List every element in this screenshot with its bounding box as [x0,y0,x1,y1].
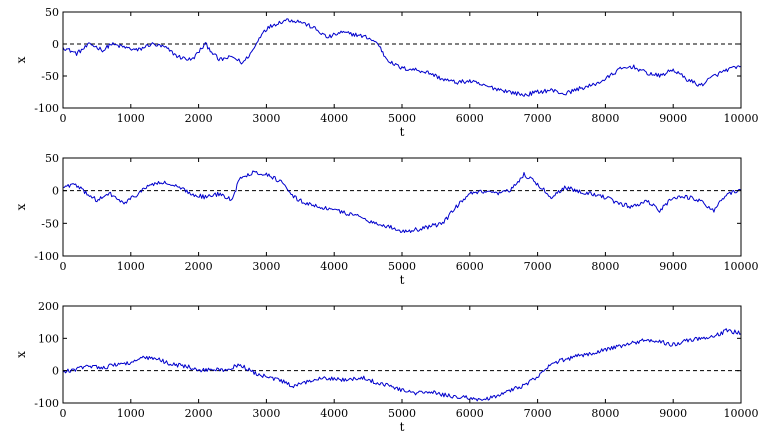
x-tick-label: 7000 [524,407,552,420]
x-tick-label: 6000 [456,112,484,125]
x-tick-label: 4000 [320,112,348,125]
x-tick-label: 7000 [524,260,552,273]
y-tick-label: -100 [34,250,59,263]
x-tick-label: 4000 [320,407,348,420]
x-axis-label: t [400,125,405,139]
x-tick-label: 1000 [117,112,145,125]
x-tick-label: 4000 [320,260,348,273]
y-tick-label: 0 [52,38,59,51]
y-tick-label: 50 [45,6,59,19]
x-tick-label: 3000 [252,112,280,125]
y-tick-label: 50 [45,152,59,165]
x-tick-label: 0 [60,260,67,273]
x-tick-label: 7000 [524,112,552,125]
y-tick-label: 0 [52,365,59,378]
x-tick-label: 9000 [659,260,687,273]
x-tick-label: 5000 [388,407,416,420]
x-tick-label: 9000 [659,112,687,125]
series-line [62,328,742,402]
x-tick-label: 3000 [252,407,280,420]
panel-3: 0 1000 2000 3000 4000 5000 6000 7000 8000 9000 100… [14,300,759,434]
x-tick-label: 5000 [388,260,416,273]
y-axis-label: x [14,351,28,358]
y-tick-label: 200 [38,300,59,313]
x-tick-label: 8000 [591,260,619,273]
x-tick-label: 9000 [659,407,687,420]
x-tick-label: 2000 [185,407,213,420]
x-tick-label: 10000 [724,112,759,125]
panel-1: 0 1000 2000 3000 4000 5000 6000 7000 8000 9000 100… [14,6,759,139]
x-tick-label: 0 [60,112,67,125]
x-tick-label: 0 [60,407,67,420]
x-tick-label: 10000 [724,407,759,420]
x-tick-label: 1000 [117,407,145,420]
y-tick-label: -100 [34,397,59,410]
axes-frame [62,157,742,257]
axes-frame [62,11,742,109]
y-tick-label: -100 [34,102,59,115]
y-tick-label: 100 [38,332,59,345]
x-tick-label: 8000 [591,407,619,420]
y-tick-label: -50 [41,217,59,230]
x-axis-label: t [400,273,405,287]
x-tick-label: 6000 [456,407,484,420]
x-tick-label: 6000 [456,260,484,273]
x-axis-label: t [400,420,405,434]
series-line [62,18,742,97]
x-tick-label: 8000 [591,112,619,125]
series-line [63,170,742,233]
x-tick-label: 2000 [185,260,213,273]
y-tick-label: 0 [52,185,59,198]
x-tick-label: 3000 [252,260,280,273]
panel-2: 0 1000 2000 3000 4000 5000 6000 7000 8000 9000 100… [14,152,759,287]
x-tick-label: 1000 [117,260,145,273]
y-axis-label: x [14,203,28,210]
x-tick-label: 10000 [724,260,759,273]
y-axis-label: x [14,56,28,63]
y-tick-label: -50 [41,70,59,83]
x-tick-label: 5000 [388,112,416,125]
x-tick-label: 2000 [185,112,213,125]
